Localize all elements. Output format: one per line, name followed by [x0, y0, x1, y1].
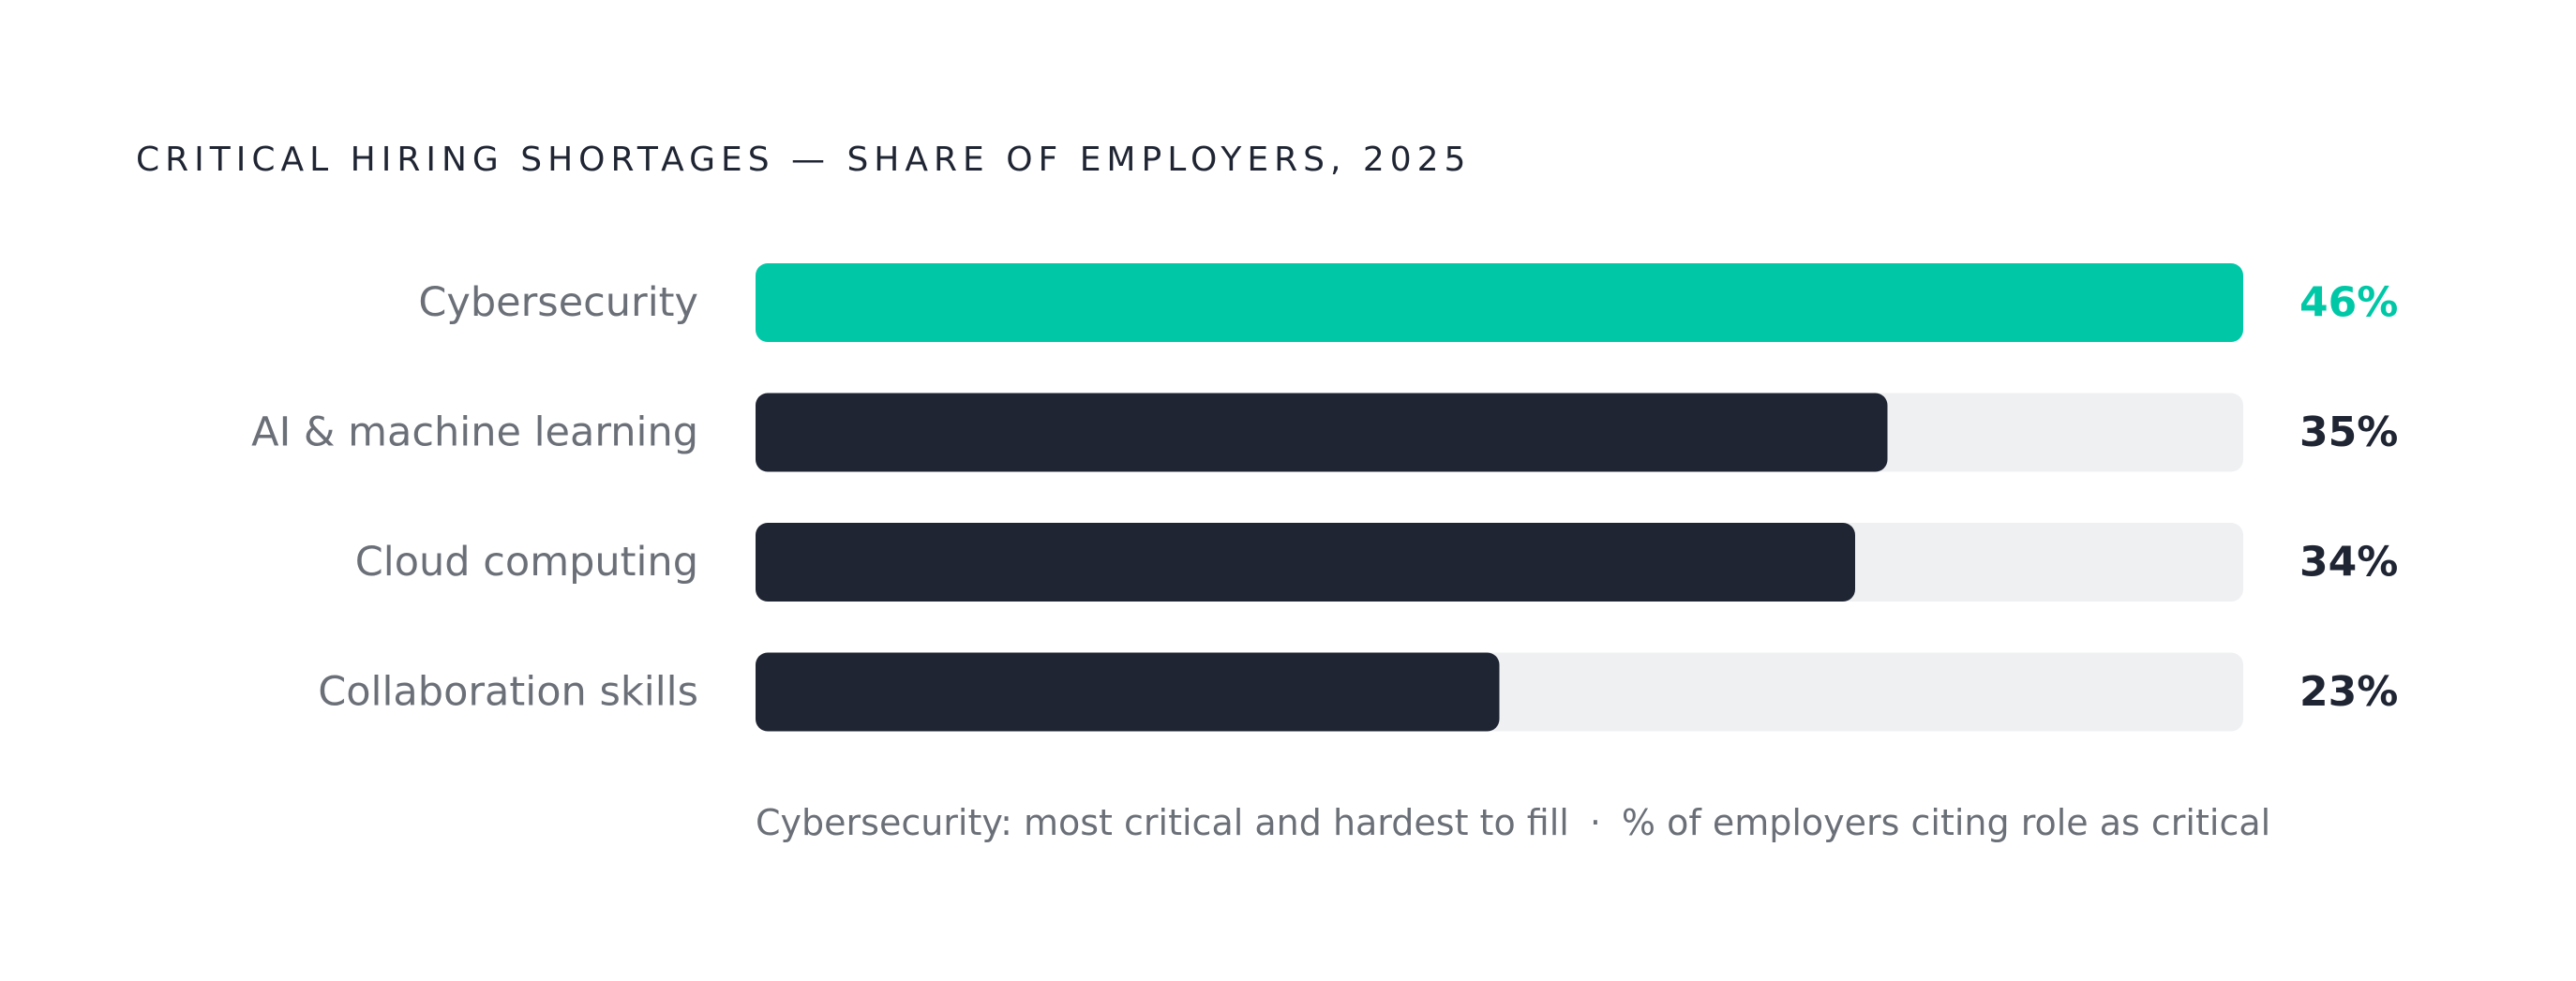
bar — [756, 652, 1500, 732]
category-label: Cybersecurity — [418, 279, 698, 326]
bar-row: Cloud computing 34% — [355, 523, 2398, 602]
bar-row: AI & machine learning 35% — [251, 393, 2398, 472]
bar-row: Collaboration skills 23% — [318, 652, 2398, 732]
category-label: Cloud computing — [355, 539, 698, 586]
footnote-separator: · — [1589, 802, 1601, 843]
value-label: 46% — [2299, 279, 2398, 327]
bar — [756, 523, 1855, 602]
category-label: AI & machine learning — [251, 409, 698, 456]
bar-row: Cybersecurity 46% — [418, 263, 2398, 342]
category-label: Collaboration skills — [318, 669, 698, 716]
chart-footnote: Cybersecurity: most critical and hardest… — [756, 802, 2270, 843]
footnote-left: Cybersecurity: most critical and hardest… — [756, 802, 1569, 843]
bar — [756, 263, 2243, 342]
bar — [756, 393, 1888, 472]
value-label: 34% — [2299, 539, 2398, 587]
value-label: 35% — [2299, 409, 2398, 456]
value-label: 23% — [2299, 668, 2398, 716]
chart-title: CRITICAL HIRING SHORTAGES — SHARE OF EMP… — [136, 141, 1472, 179]
footnote-right: % of employers citing role as critical — [1621, 802, 2271, 843]
